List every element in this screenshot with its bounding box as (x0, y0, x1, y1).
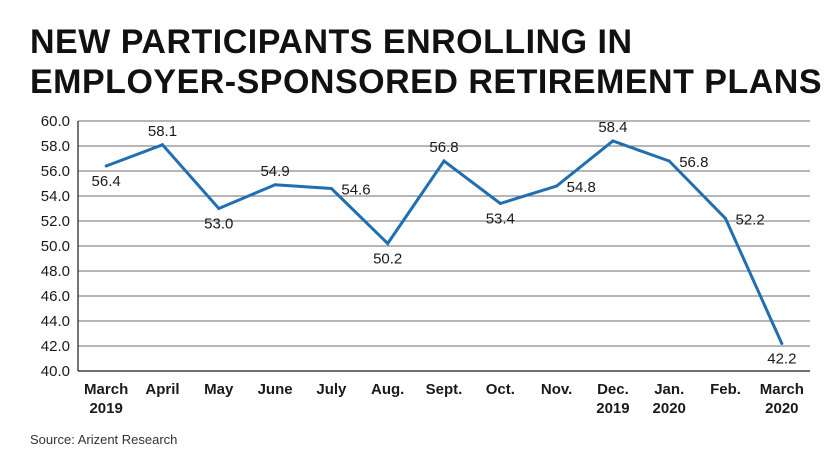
data-label: 56.4 (92, 173, 121, 190)
x-tick-label: April (145, 381, 179, 398)
data-label: 42.2 (767, 351, 796, 368)
x-tick-label: 2020 (653, 400, 686, 417)
source-note: Source: Arizent Research (30, 432, 178, 447)
x-tick-label: Aug. (371, 381, 404, 398)
data-point (273, 183, 277, 187)
data-label: 58.4 (598, 119, 627, 136)
data-label: 58.1 (148, 123, 177, 140)
data-label: 56.8 (679, 154, 708, 171)
x-tick-label: Feb. (710, 381, 741, 398)
y-tick-label: 52.0 (41, 213, 70, 230)
data-point (160, 143, 164, 147)
data-point (724, 217, 728, 220)
data-point (104, 164, 108, 168)
data-label: 54.6 (341, 182, 370, 199)
y-tick-label: 58.0 (41, 138, 70, 155)
data-point (498, 202, 502, 205)
y-tick-label: 44.0 (41, 313, 70, 330)
x-tick-label: May (204, 381, 234, 398)
x-tick-label: 2020 (765, 400, 798, 417)
x-tick-label: Dec. (597, 381, 629, 398)
data-label: 52.2 (736, 212, 765, 229)
data-point (555, 184, 559, 188)
y-tick-label: 60.0 (41, 113, 70, 130)
y-tick-label: 56.0 (41, 163, 70, 180)
data-point (667, 159, 671, 163)
x-tick-label: June (258, 381, 293, 398)
y-tick-label: 48.0 (41, 263, 70, 280)
data-point (329, 187, 333, 190)
x-tick-label: Jan. (654, 381, 684, 398)
y-tick-label: 46.0 (41, 288, 70, 305)
data-label: 54.9 (260, 163, 289, 180)
data-label: 56.8 (429, 139, 458, 156)
x-tick-label: Sept. (426, 381, 463, 398)
x-tick-label: March (760, 381, 804, 398)
data-point (217, 207, 221, 210)
y-tick-label: 40.0 (41, 363, 70, 380)
x-tick-label: Oct. (486, 381, 515, 398)
data-point (442, 159, 446, 163)
chart-title: NEW PARTICIPANTS ENROLLING IN EMPLOYER-S… (30, 22, 822, 102)
data-label: 53.4 (486, 211, 515, 228)
line-chart: 40.0 42.0 44.0 46.0 48.0 50.0 52.0 54.0 56.0 58.0… (41, 113, 810, 417)
y-tick-label: 50.0 (41, 238, 70, 255)
data-point (611, 139, 615, 143)
data-point (386, 242, 390, 245)
x-tick-label: July (316, 381, 347, 398)
x-tick-label: March (84, 381, 128, 398)
data-label: 50.2 (373, 251, 402, 268)
x-tick-label: 2019 (596, 400, 629, 417)
chart-title-line-1: NEW PARTICIPANTS ENROLLING IN (30, 23, 633, 61)
chart-title-line-2: EMPLOYER-SPONSORED RETIREMENT PLANS (30, 63, 823, 101)
y-tick-label: 54.0 (41, 188, 70, 205)
data-label: 54.8 (567, 179, 596, 196)
data-label: 53.0 (204, 216, 233, 233)
x-tick-label: 2019 (89, 400, 122, 417)
data-point (780, 342, 784, 345)
y-tick-label: 42.0 (41, 338, 70, 355)
x-tick-label: Nov. (541, 381, 572, 398)
